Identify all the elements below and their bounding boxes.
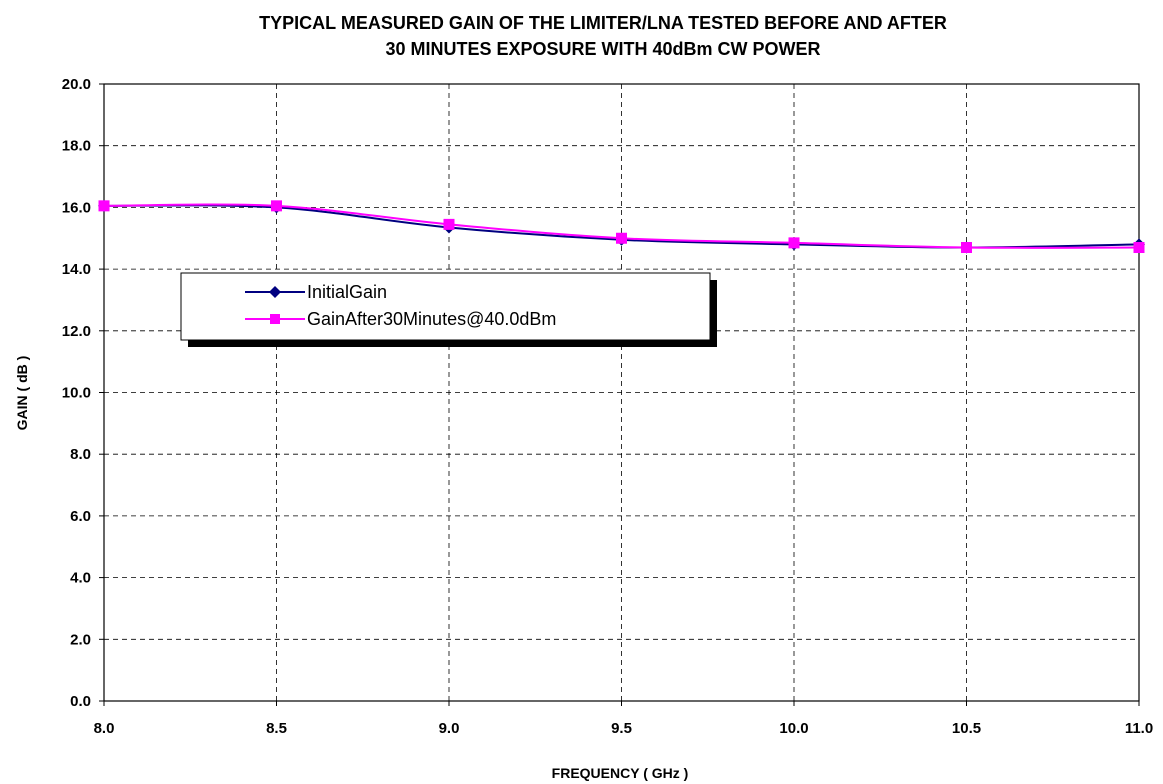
y-tick-label: 4.0 [70,570,91,587]
legend-box [180,272,711,341]
y-tick-label: 12.0 [62,323,91,340]
data-point-gain-after [616,232,627,244]
y-tick-label: 16.0 [62,199,91,216]
axis-ticks: 0.0 2.0 4.0 6.0 8.0 10.0 12.0 14.0 16.0 18.0 20.0 8… [62,76,1153,737]
y-tick-label: 10.0 [62,385,91,402]
x-tick-label: 8.5 [266,720,287,737]
data-point-gain-after [1133,242,1145,254]
grid [104,84,1139,701]
series-initial-gain [98,199,1145,254]
legend-marker-square-icon [270,314,280,324]
y-tick-label: 18.0 [62,138,91,155]
y-tick-label: 14.0 [62,261,91,278]
data-point-gain-after [98,200,110,212]
data-point-gain-after [443,218,455,230]
x-axis-label: FREQUENCY ( GHz ) [552,765,689,781]
y-tick-label: 8.0 [70,446,91,463]
legend-marker-diamond-icon [269,286,281,298]
data-point-gain-after [788,237,800,249]
x-tick-label: 9.5 [611,720,632,737]
chart-title: TYPICAL MEASURED GAIN OF THE LIMITER/LNA… [259,13,947,59]
x-tick-label: 9.0 [439,720,460,737]
x-tick-label: 8.0 [94,720,115,737]
x-tick-label: 10.5 [952,720,981,737]
y-tick-label: 6.0 [70,508,91,525]
legend-entry-gain-after: GainAfter30Minutes@40.0dBm [245,309,556,329]
legend-entry-initial-gain: InitialGain [245,282,387,302]
y-tick-label: 2.0 [70,631,91,648]
legend-label-initial-gain: InitialGain [307,282,387,302]
y-axis-label: GAIN ( dB ) [14,356,30,431]
chart-title-line-2: 30 MINUTES EXPOSURE WITH 40dBm CW POWER [385,39,820,59]
chart-title-line-1: TYPICAL MEASURED GAIN OF THE LIMITER/LNA… [259,13,947,33]
series [98,199,1145,254]
y-tick-label: 20.0 [62,76,91,93]
legend: InitialGain GainAfter30Minutes@40.0dBm [180,272,717,347]
x-tick-label: 10.0 [779,720,808,737]
data-point-gain-after [961,242,972,254]
series-gain-after [98,200,1145,254]
legend-label-gain-after: GainAfter30Minutes@40.0dBm [307,309,556,329]
y-tick-label: 0.0 [70,693,91,710]
x-tick-label: 11.0 [1125,720,1153,737]
data-point-gain-after [271,200,282,212]
